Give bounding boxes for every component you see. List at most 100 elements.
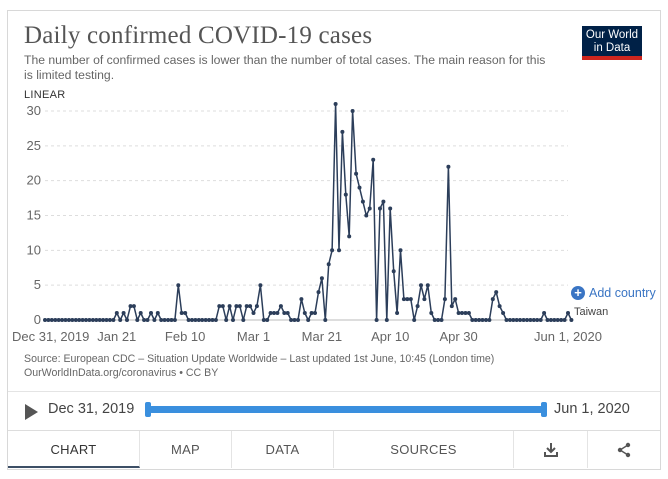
data-point[interactable] <box>135 318 140 322</box>
data-point[interactable] <box>63 318 68 322</box>
data-point[interactable] <box>477 318 482 322</box>
data-point[interactable] <box>292 318 297 322</box>
data-point[interactable] <box>190 318 194 322</box>
source-link-line[interactable]: OurWorldInData.org/coronavirus • CC BY <box>24 366 219 379</box>
data-point[interactable] <box>446 164 451 169</box>
data-point[interactable] <box>463 311 468 315</box>
data-point[interactable] <box>145 318 150 322</box>
data-point[interactable] <box>357 185 362 190</box>
data-point[interactable] <box>425 283 430 288</box>
data-point[interactable] <box>562 318 567 322</box>
data-point[interactable] <box>350 109 355 113</box>
data-point[interactable] <box>555 318 560 322</box>
data-point[interactable] <box>542 311 547 315</box>
data-point[interactable] <box>449 304 454 309</box>
data-point[interactable] <box>432 318 437 322</box>
data-point[interactable] <box>142 318 147 322</box>
data-point[interactable] <box>569 318 574 322</box>
data-point[interactable] <box>210 318 215 322</box>
data-point[interactable] <box>104 318 109 322</box>
data-point[interactable] <box>114 311 119 315</box>
data-point[interactable] <box>412 318 417 322</box>
data-point[interactable] <box>405 297 410 302</box>
data-point[interactable] <box>360 199 365 204</box>
data-point[interactable] <box>131 304 136 309</box>
data-point[interactable] <box>528 318 533 322</box>
data-point[interactable] <box>237 304 242 309</box>
data-point[interactable] <box>439 318 444 322</box>
data-point[interactable] <box>118 318 123 322</box>
data-point[interactable] <box>193 318 198 322</box>
data-point[interactable] <box>429 311 434 315</box>
data-point[interactable] <box>518 318 523 322</box>
data-point[interactable] <box>460 311 464 315</box>
data-point[interactable] <box>473 318 478 322</box>
tab-map[interactable]: MAP <box>140 431 232 468</box>
data-point[interactable] <box>275 311 280 315</box>
data-point[interactable] <box>364 213 369 218</box>
data-point[interactable] <box>77 318 82 322</box>
data-point[interactable] <box>566 311 570 315</box>
data-point[interactable] <box>456 311 461 315</box>
data-point[interactable] <box>442 297 447 302</box>
data-point[interactable] <box>138 311 143 315</box>
data-point[interactable] <box>470 318 475 322</box>
share-button[interactable] <box>588 431 660 468</box>
download-button[interactable] <box>514 431 588 468</box>
data-point[interactable] <box>531 318 536 322</box>
data-point[interactable] <box>213 318 218 322</box>
data-point[interactable] <box>494 290 499 295</box>
data-point[interactable] <box>367 206 372 211</box>
data-point[interactable] <box>487 318 492 322</box>
data-point[interactable] <box>220 304 225 309</box>
data-point[interactable] <box>97 318 102 322</box>
data-point[interactable] <box>545 318 550 322</box>
data-point[interactable] <box>265 318 270 322</box>
data-point[interactable] <box>87 318 92 322</box>
data-point[interactable] <box>313 311 317 315</box>
data-point[interactable] <box>258 283 263 288</box>
data-point[interactable] <box>183 311 188 315</box>
data-point[interactable] <box>378 206 382 211</box>
data-point[interactable] <box>319 276 324 281</box>
data-point[interactable] <box>337 248 341 253</box>
data-point[interactable] <box>559 318 564 322</box>
data-point[interactable] <box>415 304 420 309</box>
data-point[interactable] <box>453 297 458 302</box>
data-point[interactable] <box>330 248 335 253</box>
data-point[interactable] <box>371 157 376 162</box>
data-point[interactable] <box>224 318 229 322</box>
tab-sources[interactable]: SOURCES <box>334 431 514 468</box>
data-point[interactable] <box>289 318 294 322</box>
data-point[interactable] <box>176 283 181 288</box>
data-point[interactable] <box>248 304 253 309</box>
add-country-button[interactable]: + Add country <box>571 286 656 300</box>
data-point[interactable] <box>326 262 331 267</box>
data-point[interactable] <box>521 318 526 322</box>
data-point[interactable] <box>84 318 88 322</box>
data-point[interactable] <box>374 318 379 322</box>
data-point[interactable] <box>282 311 287 315</box>
data-point[interactable] <box>80 318 85 322</box>
data-point[interactable] <box>149 311 153 315</box>
timeline-end-handle[interactable] <box>541 402 547 417</box>
data-point[interactable] <box>49 318 54 322</box>
data-point[interactable] <box>207 318 212 322</box>
data-point[interactable] <box>323 318 328 322</box>
data-point[interactable] <box>159 318 164 322</box>
data-point[interactable] <box>384 318 389 322</box>
data-point[interactable] <box>309 311 314 315</box>
tab-chart[interactable]: CHART <box>8 431 140 468</box>
data-point[interactable] <box>343 192 348 197</box>
data-point[interactable] <box>101 318 106 322</box>
play-icon[interactable] <box>25 404 38 420</box>
data-point[interactable] <box>398 248 403 253</box>
data-point[interactable] <box>347 234 352 239</box>
data-point[interactable] <box>511 318 516 322</box>
data-point[interactable] <box>391 269 396 274</box>
data-point[interactable] <box>501 311 506 315</box>
data-point[interactable] <box>56 318 61 322</box>
data-point[interactable] <box>504 318 509 322</box>
data-point[interactable] <box>234 304 239 309</box>
data-point[interactable] <box>388 206 393 211</box>
